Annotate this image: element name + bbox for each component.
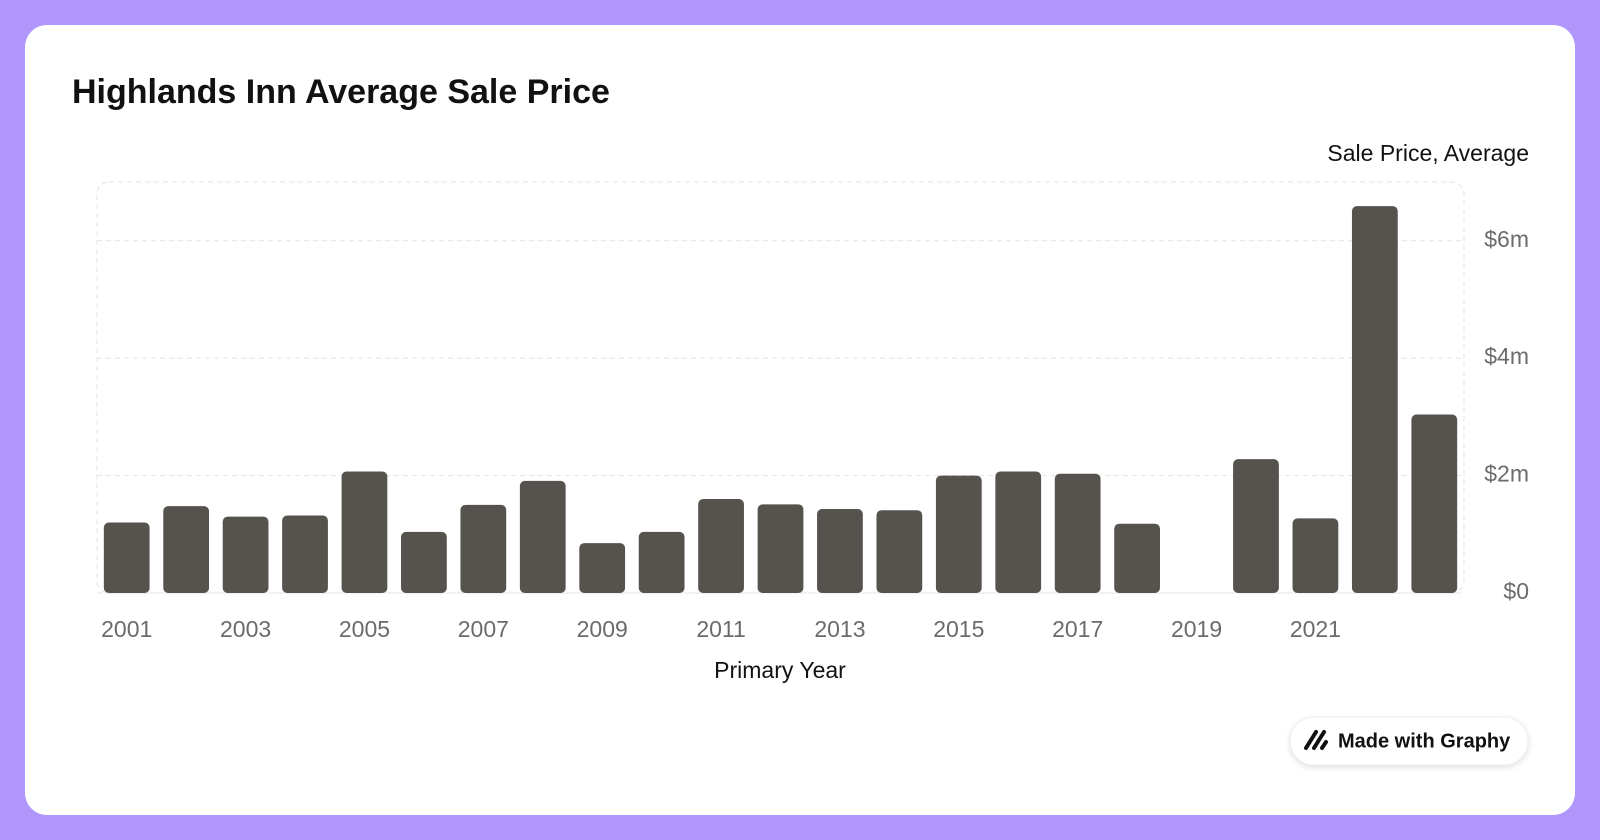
x-tick-label: 2015 (933, 616, 984, 642)
bar (401, 531, 447, 593)
bar (817, 509, 863, 593)
bar (579, 543, 626, 593)
bar (1054, 473, 1101, 593)
bar (1114, 523, 1160, 593)
x-tick-label: 2007 (458, 616, 509, 642)
badge-icon (1304, 730, 1328, 750)
x-tick-label: 2003 (220, 616, 271, 642)
card (25, 25, 1575, 815)
bar (638, 531, 685, 593)
bar (460, 504, 507, 593)
x-tick-label: 2019 (1171, 616, 1222, 642)
bar (1351, 206, 1398, 593)
plot-frame (96, 181, 1465, 594)
x-tick-label: 2005 (339, 616, 390, 642)
chart-title: Highlands Inn Average Sale Price (72, 73, 610, 111)
bar (757, 504, 804, 593)
bar (519, 480, 566, 593)
y-tick-label: $4m (1484, 343, 1529, 369)
bar (995, 471, 1042, 593)
bar (103, 522, 150, 593)
x-tick-label: 2001 (101, 616, 152, 642)
bar (222, 516, 269, 593)
y-tick-label: $6m (1484, 226, 1529, 252)
y-tick-label: $2m (1484, 461, 1529, 487)
bar (163, 506, 210, 593)
badge[interactable]: Made with Graphy (1289, 716, 1529, 766)
y-tick-label: $0 (1503, 578, 1529, 604)
bar (876, 510, 923, 593)
bar (698, 499, 744, 593)
x-tick-label: 2021 (1290, 616, 1341, 642)
x-tick-label: 2011 (696, 616, 745, 642)
x-tick-label: 2017 (1052, 616, 1103, 642)
bar (1411, 414, 1458, 593)
x-tick-label: 2009 (577, 616, 628, 642)
badge-pill[interactable] (1289, 716, 1529, 766)
y-axis-title: Sale Price, Average (1327, 140, 1529, 166)
bar (341, 471, 388, 593)
bar (1233, 459, 1279, 593)
bar (1292, 518, 1339, 593)
badge-text[interactable]: Made with Graphy (1338, 730, 1511, 752)
x-tick-label: 2013 (814, 616, 865, 642)
bar (935, 475, 982, 593)
bar (282, 515, 328, 593)
x-axis-title: Primary Year (714, 657, 846, 683)
